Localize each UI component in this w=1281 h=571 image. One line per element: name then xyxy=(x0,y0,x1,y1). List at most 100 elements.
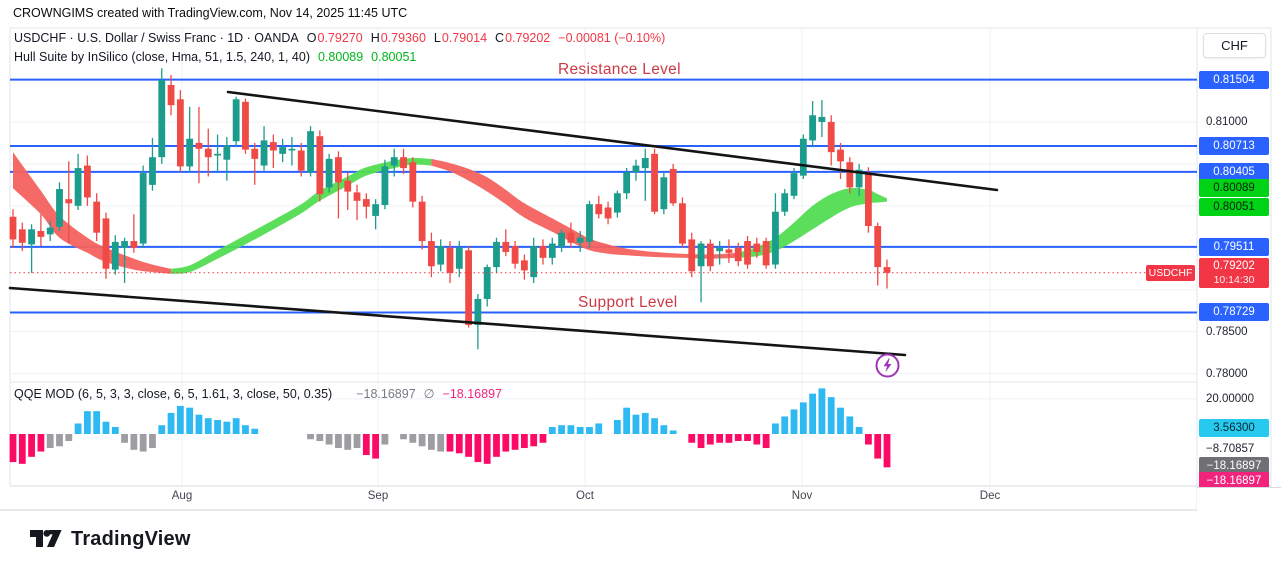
qqe-histogram-bar xyxy=(93,411,101,434)
qqe-histogram-bar xyxy=(539,434,547,443)
qqe-histogram-bar xyxy=(827,397,835,434)
candle-body xyxy=(539,246,547,258)
ohlc-close: C 0.79202 xyxy=(495,31,551,45)
candle-body xyxy=(18,229,26,243)
candle-body xyxy=(74,168,82,206)
qqe-histogram-bar xyxy=(799,402,807,434)
resistance-level-annotation[interactable]: Resistance Level xyxy=(558,61,681,78)
qqe-axis-label: −18.16897 xyxy=(1199,456,1269,475)
time-axis[interactable]: Aug Sep Oct Nov Dec xyxy=(10,487,1197,510)
time-axis-label-oct: Oct xyxy=(576,490,594,502)
qqe-histogram-bar xyxy=(65,434,73,442)
qqe-histogram-bar xyxy=(493,434,500,457)
candle-body xyxy=(679,203,686,244)
candle-body xyxy=(493,241,500,268)
candle-body xyxy=(874,225,882,268)
qqe-histogram-bar xyxy=(139,434,147,452)
qqe-average-value: −18.16897 xyxy=(442,387,502,401)
qqe-histogram-bar xyxy=(316,434,324,442)
candle-body xyxy=(149,157,156,185)
candle-body xyxy=(251,148,259,159)
candle-body xyxy=(604,207,612,219)
candle-body xyxy=(390,157,398,166)
qqe-histogram-bar xyxy=(483,434,491,464)
qqe-histogram-bar xyxy=(74,423,82,434)
tradingview-logo[interactable]: TradingView xyxy=(30,527,191,551)
candle-body xyxy=(632,165,640,173)
qqe-histogram-bar xyxy=(195,414,203,434)
qqe-histogram-bar xyxy=(781,416,789,434)
qqe-histogram-bar xyxy=(242,425,249,434)
candle-body xyxy=(260,140,268,166)
qqe-histogram-bar xyxy=(167,412,175,434)
candle-body xyxy=(483,267,491,299)
qqe-histogram-bar xyxy=(176,405,184,434)
change-value: −0.00081 (−0.10%) xyxy=(558,31,666,45)
price-axis-label: 0.78729 xyxy=(1199,303,1269,322)
symbol-legend-row[interactable]: USDCHF · U.S. Dollar / Swiss Franc · 1D … xyxy=(14,31,665,45)
countdown-timer: 10:14:30 xyxy=(1213,274,1255,287)
support-level-annotation[interactable]: Support Level xyxy=(578,294,678,311)
qqe-axis-label: −8.70857 xyxy=(1206,443,1255,456)
qqe-histogram-bar xyxy=(865,434,872,445)
qqe-histogram-bar xyxy=(121,434,128,443)
qqe-axis-label: 3.56300 xyxy=(1199,418,1269,437)
candle-body xyxy=(102,218,110,269)
qqe-histogram-bar xyxy=(344,434,352,450)
price-axis-label: 0.80089 xyxy=(1199,179,1269,198)
qqe-histogram-bar xyxy=(762,434,770,449)
candle-body xyxy=(855,169,863,188)
symbol-price-tag: USDCHF xyxy=(1146,265,1195,281)
candle-body xyxy=(818,116,826,122)
tradingview-logo-mark xyxy=(30,530,62,547)
candle-body xyxy=(130,241,138,248)
candle-body xyxy=(744,241,751,265)
candle-body xyxy=(725,249,733,253)
qqe-histogram-bar xyxy=(381,434,389,445)
ohlc-open: O 0.79270 xyxy=(306,31,363,45)
ohlc-low: L 0.79014 xyxy=(433,31,488,45)
candle-body xyxy=(548,243,556,258)
qqe-histogram-bar xyxy=(223,421,231,434)
qqe-histogram-bar xyxy=(335,434,342,449)
candle-body xyxy=(595,204,603,215)
qqe-histogram-bar xyxy=(688,434,696,443)
price-axis-label: 0.79511 xyxy=(1199,237,1269,256)
qqe-histogram-bar xyxy=(734,434,742,442)
hull-value-2: 0.80051 xyxy=(371,50,417,64)
qqe-histogram-bar xyxy=(186,407,194,434)
lower-trendline xyxy=(8,286,907,357)
price-axis[interactable]: −8.708570.0000020.000000.780000.785000.8… xyxy=(1197,28,1281,510)
qqe-mod-legend-row[interactable]: QQE MOD (6, 5, 3, 3, close, 6, 5, 1.61, … xyxy=(14,386,502,401)
candle-body xyxy=(9,216,17,240)
candle-body xyxy=(46,227,54,235)
symbol-title: USDCHF · U.S. Dollar / Swiss Franc · 1D … xyxy=(14,31,299,45)
hull-suite-legend-row[interactable]: Hull Suite by InSilico (close, Hma, 51, … xyxy=(14,50,416,64)
candle-body xyxy=(93,201,101,233)
qqe-histogram-bar xyxy=(28,434,35,457)
hull-band-red xyxy=(431,158,739,259)
candle-body xyxy=(474,298,482,325)
qqe-histogram-bar xyxy=(465,434,472,457)
candle-body xyxy=(706,243,714,267)
candle-body xyxy=(195,142,203,149)
flash-drawing-icon[interactable] xyxy=(874,352,901,379)
qqe-histogram-bar xyxy=(855,426,863,434)
time-axis-label-sep: Sep xyxy=(367,490,389,502)
candle-body xyxy=(214,153,221,156)
qqe-histogram-bar xyxy=(809,393,817,434)
qqe-histogram-bar xyxy=(520,434,528,449)
qqe-histogram-bar xyxy=(372,434,380,459)
qqe-histogram-bar xyxy=(307,434,314,440)
candle-body xyxy=(288,148,296,151)
qqe-histogram-bar xyxy=(325,434,333,445)
qqe-histogram-bar xyxy=(818,388,826,434)
price-axis-label: 0.81000 xyxy=(1206,115,1248,128)
qqe-histogram-bar xyxy=(725,434,733,443)
candle-body xyxy=(753,243,761,252)
candle-body xyxy=(307,131,314,173)
candle-body xyxy=(799,138,807,176)
currency-toggle-button[interactable]: CHF xyxy=(1203,33,1266,58)
